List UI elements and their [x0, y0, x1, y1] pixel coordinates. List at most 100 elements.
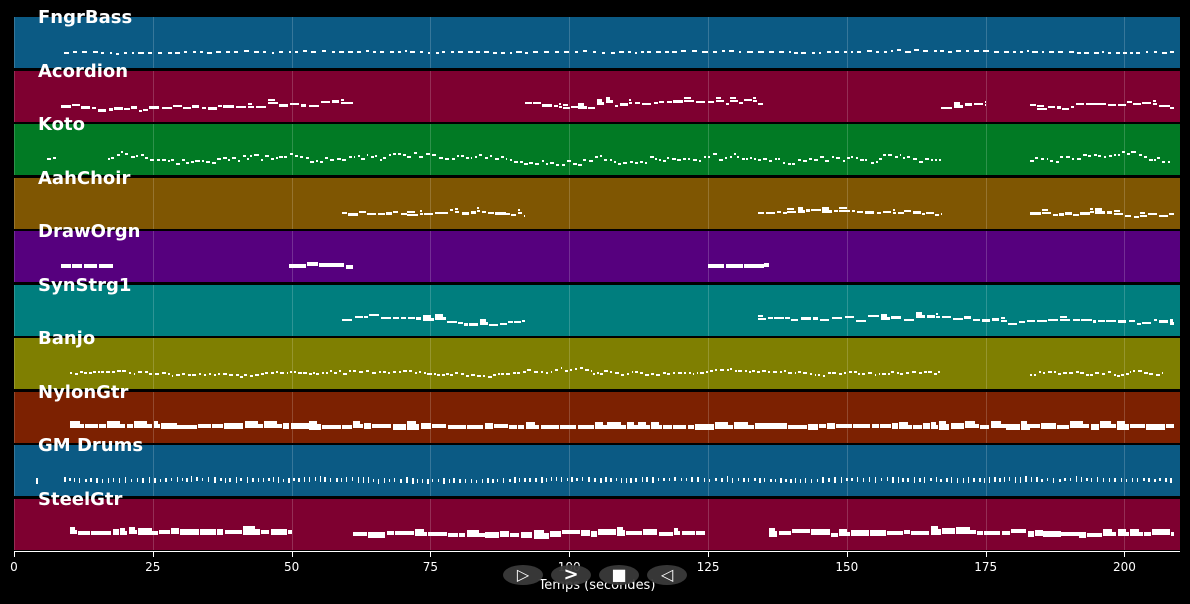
note-mark: [330, 370, 333, 373]
note-mark: [271, 51, 275, 54]
play-button[interactable]: ▷: [503, 565, 543, 585]
note-mark: [112, 477, 115, 482]
note-mark: [427, 51, 431, 54]
note-mark: [767, 371, 771, 374]
note-mark: [931, 421, 936, 426]
note-mark: [923, 370, 928, 373]
note-mark: [358, 210, 366, 213]
note-mark: [1087, 532, 1102, 537]
note-mark: [734, 425, 754, 429]
note-mark: [930, 528, 941, 535]
note-mark: [211, 161, 216, 164]
note-mark: [1107, 52, 1112, 55]
note-mark: [812, 317, 818, 321]
note-mark: [99, 424, 107, 429]
forward-button[interactable]: >: [551, 565, 591, 585]
note-mark: [801, 52, 806, 55]
note-mark: [994, 477, 996, 483]
note-mark: [1137, 369, 1142, 372]
note-mark: [918, 371, 923, 374]
note-mark: [897, 476, 900, 483]
note-mark: [345, 264, 353, 269]
note-mark: [1114, 154, 1116, 157]
note-mark: [1056, 424, 1069, 429]
note-mark: [744, 370, 748, 373]
gridline: [14, 391, 15, 443]
note-mark: [1035, 157, 1038, 159]
note-mark: [289, 153, 294, 156]
note-mark: [667, 372, 671, 375]
rewind-button[interactable]: ◁: [647, 565, 687, 585]
note-mark: [1003, 51, 1010, 54]
note-mark: [509, 52, 512, 54]
note-mark: [261, 529, 270, 534]
note-mark: [810, 478, 813, 483]
note-mark: [529, 477, 531, 483]
note-mark: [839, 207, 847, 210]
note-mark: [500, 51, 506, 54]
note-mark: [653, 101, 658, 104]
note-mark: [170, 478, 173, 482]
note-mark: [629, 161, 633, 164]
note-mark: [124, 477, 127, 484]
note-mark: [1170, 477, 1172, 483]
note-mark: [1060, 156, 1064, 159]
note-mark: [974, 102, 984, 105]
note-mark: [82, 50, 87, 53]
note-mark: [570, 368, 573, 371]
track-name-label: AahChoir: [38, 167, 131, 189]
note-mark: [470, 157, 473, 160]
note-mark: [101, 370, 105, 373]
note-mark: [1036, 108, 1048, 110]
note-mark: [713, 51, 718, 53]
note-mark: [831, 532, 839, 537]
gridline: [291, 17, 293, 68]
note-mark: [310, 161, 315, 164]
note-mark: [1113, 212, 1123, 215]
note-mark: [850, 530, 869, 536]
note-mark: [234, 50, 239, 53]
note-mark: [887, 373, 890, 376]
note-mark: [457, 321, 463, 324]
note-mark: [656, 374, 661, 377]
note-mark: [767, 317, 773, 320]
stop-button[interactable]: ■: [599, 565, 639, 585]
note-mark: [1103, 528, 1113, 533]
note-mark: [154, 478, 156, 483]
note-mark: [860, 159, 864, 162]
note-mark: [120, 530, 128, 535]
note-mark: [769, 530, 778, 537]
note-mark: [1046, 478, 1048, 482]
note-mark: [787, 163, 792, 166]
note-mark: [737, 477, 739, 482]
note-mark: [1116, 423, 1129, 430]
note-mark: [574, 51, 578, 54]
note-mark: [264, 420, 277, 425]
note-mark: [1008, 476, 1011, 482]
note-mark: [1094, 51, 1099, 54]
note-mark: [1018, 320, 1025, 323]
note-mark: [299, 156, 303, 159]
note-mark: [757, 103, 764, 106]
note-mark: [555, 369, 558, 372]
note-mark: [202, 160, 205, 163]
note-mark: [726, 368, 729, 371]
note-mark: [325, 157, 329, 160]
note-mark: [495, 157, 500, 160]
note-mark: [578, 163, 583, 166]
note-mark: [1030, 424, 1040, 428]
note-mark: [832, 371, 836, 374]
note-mark: [821, 209, 832, 213]
note-mark: [545, 477, 548, 482]
gridline: [708, 124, 710, 175]
note-mark: [270, 529, 287, 536]
note-mark: [861, 372, 865, 375]
note-mark: [469, 322, 479, 326]
note-mark: [348, 50, 353, 53]
note-mark: [1153, 99, 1156, 102]
note-mark: [724, 156, 728, 159]
note-mark: [867, 315, 879, 318]
note-mark: [416, 479, 419, 483]
x-tick: [985, 552, 987, 557]
note-mark: [743, 99, 753, 101]
